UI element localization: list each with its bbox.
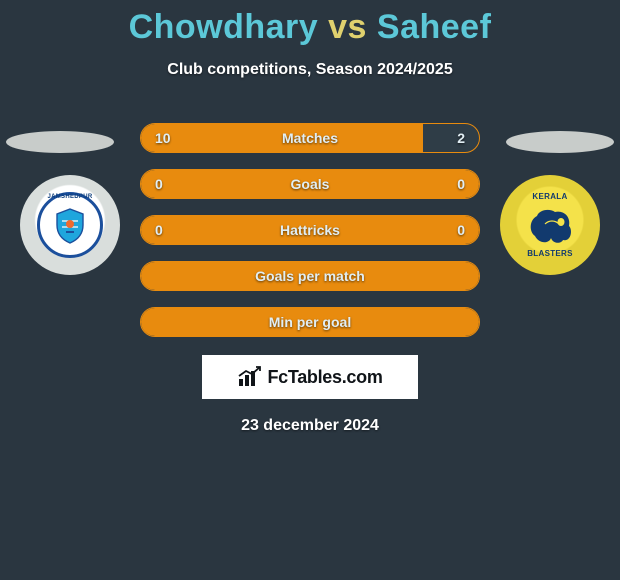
stat-row: Goals per match xyxy=(140,261,480,291)
stat-row-label: Hattricks xyxy=(141,222,479,238)
brand-text: FcTables.com xyxy=(267,367,382,388)
team2-elephant-icon xyxy=(527,206,573,244)
stat-row-left-value: 0 xyxy=(155,222,163,238)
team2-logo-text-bottom: BLASTERS xyxy=(515,249,585,258)
subtitle: Club competitions, Season 2024/2025 xyxy=(0,61,620,79)
title-player2: Saheef xyxy=(377,8,492,46)
team2-logo: KERALA BLASTERS xyxy=(500,175,600,275)
stat-row: Goals0 0 xyxy=(140,169,480,199)
chart-icon xyxy=(237,366,263,388)
team2-logo-text-top: KERALA xyxy=(515,192,585,201)
player1-oval xyxy=(6,131,114,153)
team1-logo-ring xyxy=(37,192,103,258)
stat-row-left-value: 0 xyxy=(155,176,163,192)
brand-box: FcTables.com xyxy=(202,355,418,399)
stat-row: Min per goal xyxy=(140,307,480,337)
team1-shield-icon xyxy=(50,205,90,245)
team1-logo-text: JAMSHEDPUR xyxy=(37,194,103,200)
page-title: Chowdhary vs Saheef xyxy=(0,0,620,47)
stat-row-right-value: 0 xyxy=(457,176,465,192)
title-vs: vs xyxy=(328,8,367,46)
team1-logo: JAMSHEDPUR xyxy=(20,175,120,275)
stat-row-right-value: 2 xyxy=(457,130,465,146)
title-player1: Chowdhary xyxy=(129,8,319,46)
date-text: 23 december 2024 xyxy=(0,417,620,435)
stat-row-label: Goals xyxy=(141,176,479,192)
stats-rows: Matches102Goals00Hattricks00Goals per ma… xyxy=(140,123,480,337)
stat-row: Hattricks0 0 xyxy=(140,215,480,245)
stat-row: Matches10 2 xyxy=(140,123,480,153)
stat-row-left-value: 10 xyxy=(155,130,171,146)
stat-row-label: Matches xyxy=(141,130,479,146)
stat-row-right-value: 0 xyxy=(457,222,465,238)
main-area: JAMSHEDPUR KERALA BLASTERS Matches10 2 Goa… xyxy=(0,123,620,435)
player2-oval xyxy=(506,131,614,153)
stat-row-label: Goals per match xyxy=(141,268,479,284)
stat-row-label: Min per goal xyxy=(141,314,479,330)
